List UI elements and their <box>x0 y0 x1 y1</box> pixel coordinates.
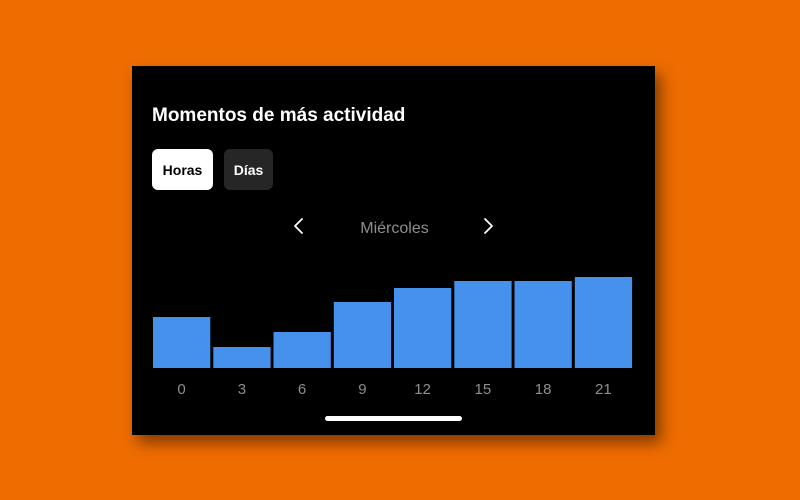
chevron-left-icon <box>294 218 303 234</box>
bar-12 <box>394 288 452 368</box>
x-tick-label: 15 <box>475 381 492 398</box>
next-day-button[interactable] <box>476 214 500 238</box>
bar-21 <box>574 277 633 368</box>
x-tick-label: 9 <box>358 381 366 398</box>
x-tick-label: 21 <box>595 381 612 398</box>
bar-18 <box>514 281 572 368</box>
chevron-right-icon <box>484 218 493 234</box>
previous-day-button[interactable] <box>287 214 311 238</box>
bar-6 <box>273 332 331 368</box>
home-indicator <box>325 416 462 421</box>
x-tick-label: 12 <box>414 381 431 398</box>
panel-title: Momentos de más actividad <box>152 105 406 126</box>
x-tick-label: 0 <box>177 381 185 398</box>
activity-bar-chart: 0 3 6 9 12 15 18 21 <box>153 277 633 398</box>
activity-panel: Momentos de más actividad Horas Días Mié… <box>132 66 655 435</box>
bar-0 <box>153 317 211 368</box>
tab-horas[interactable]: Horas <box>152 149 213 190</box>
x-tick-label: 3 <box>238 381 246 398</box>
tab-dias[interactable]: Días <box>224 149 273 190</box>
x-tick-label: 18 <box>535 381 552 398</box>
x-tick-label: 6 <box>298 381 306 398</box>
bar-9 <box>333 302 392 368</box>
bar-3 <box>213 347 271 368</box>
selected-day-label: Miércoles <box>360 220 429 237</box>
bar-15 <box>454 281 512 368</box>
